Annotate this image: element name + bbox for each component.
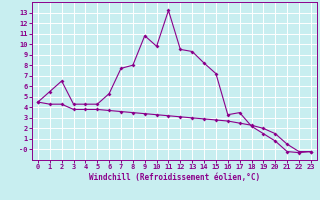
X-axis label: Windchill (Refroidissement éolien,°C): Windchill (Refroidissement éolien,°C) (89, 173, 260, 182)
